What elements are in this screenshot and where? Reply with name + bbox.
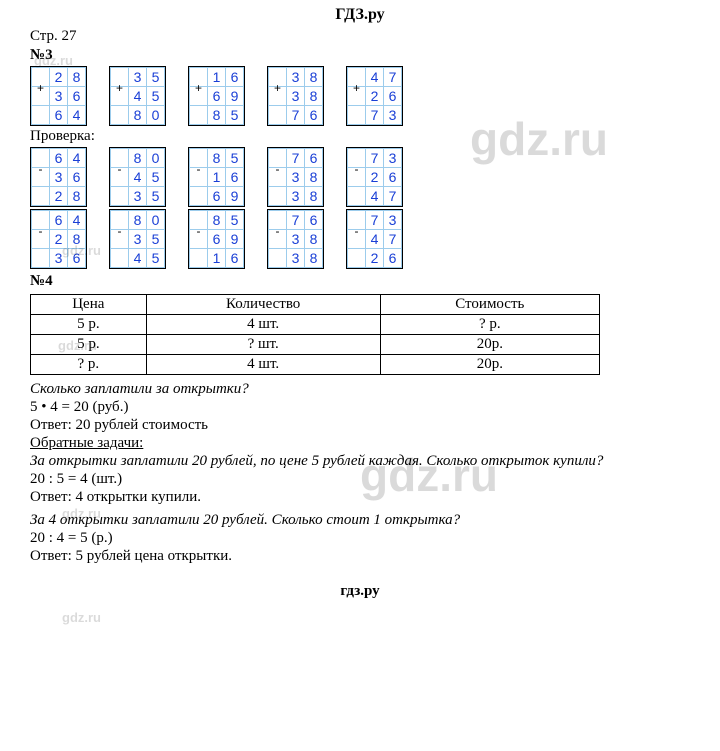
table-row: 5 р.4 шт.? р. (31, 315, 600, 335)
page-content: Стр. 27 №3 28+3664 35+4580 16+6985 38+3876 4… (0, 28, 720, 565)
table-cell: 4 шт. (146, 355, 380, 375)
table-cell: 4 шт. (146, 315, 380, 335)
arithmetic-block: 64-3628 (30, 147, 87, 207)
table-cell: 5 р. (31, 315, 147, 335)
table-cell: ? шт. (146, 335, 380, 355)
arithmetic-block: 85-6916 (188, 209, 245, 269)
arithmetic-block: 85-1669 (188, 147, 245, 207)
arithmetic-block: 76-3838 (267, 209, 324, 269)
table-cell: 20р. (380, 335, 599, 355)
p4-calc1: 5 • 4 = 20 (руб.) (30, 399, 690, 416)
watermark-small-5: gdz.ru (62, 610, 101, 625)
inv2-answer: Ответ: 5 рублей цена открытки. (30, 548, 690, 565)
inv1-question: За открытки заплатили 20 рублей, по цене… (30, 453, 690, 470)
table-cell: ? р. (380, 315, 599, 335)
table-row: ? р.4 шт.20р. (31, 355, 600, 375)
page-number: Стр. 27 (30, 28, 690, 45)
check-row-1: 64-3628 80-4535 85-1669 76-3838 73-2647 (30, 147, 690, 207)
footer: гдз.ру (0, 583, 720, 600)
table-row: 5 р.? шт.20р. (31, 335, 600, 355)
arithmetic-block: 80-3545 (109, 209, 166, 269)
inv2-question: За 4 открытки заплатили 20 рублей. Сколь… (30, 512, 690, 529)
arithmetic-block: 73-2647 (346, 147, 403, 207)
addition-row: 28+3664 35+4580 16+6985 38+3876 47+2673 (30, 66, 690, 126)
p4-answer1: Ответ: 20 рублей стоимость (30, 417, 690, 434)
check-label: Проверка: (30, 128, 690, 145)
arithmetic-block: 38+3876 (267, 66, 324, 126)
problem4-label: №4 (30, 273, 690, 290)
table-header: Цена (31, 295, 147, 315)
table-cell: ? р. (31, 355, 147, 375)
table-cell: 5 р. (31, 335, 147, 355)
arithmetic-block: 16+6985 (188, 66, 245, 126)
table-cell: 20р. (380, 355, 599, 375)
arithmetic-block: 47+2673 (346, 66, 403, 126)
arithmetic-block: 35+4580 (109, 66, 166, 126)
inv2-calc: 20 : 4 = 5 (р.) (30, 530, 690, 547)
inv1-answer: Ответ: 4 открытки купили. (30, 489, 690, 506)
problem3-label: №3 (30, 47, 690, 64)
arithmetic-block: 76-3838 (267, 147, 324, 207)
inverse-problems-label: Обратные задачи: (30, 435, 690, 452)
arithmetic-block: 73-4726 (346, 209, 403, 269)
arithmetic-block: 64-2836 (30, 209, 87, 269)
check-row-2: 64-2836 80-3545 85-6916 76-3838 73-4726 (30, 209, 690, 269)
table-header: Стоимость (380, 295, 599, 315)
problem4-table: ЦенаКоличествоСтоимость 5 р.4 шт.? р.5 р… (30, 294, 600, 375)
table-header: Количество (146, 295, 380, 315)
arithmetic-block: 28+3664 (30, 66, 87, 126)
arithmetic-block: 80-4535 (109, 147, 166, 207)
p4-question1: Сколько заплатили за открытки? (30, 381, 690, 398)
inv1-calc: 20 : 5 = 4 (шт.) (30, 471, 690, 488)
site-header: ГДЗ.ру (0, 0, 720, 26)
